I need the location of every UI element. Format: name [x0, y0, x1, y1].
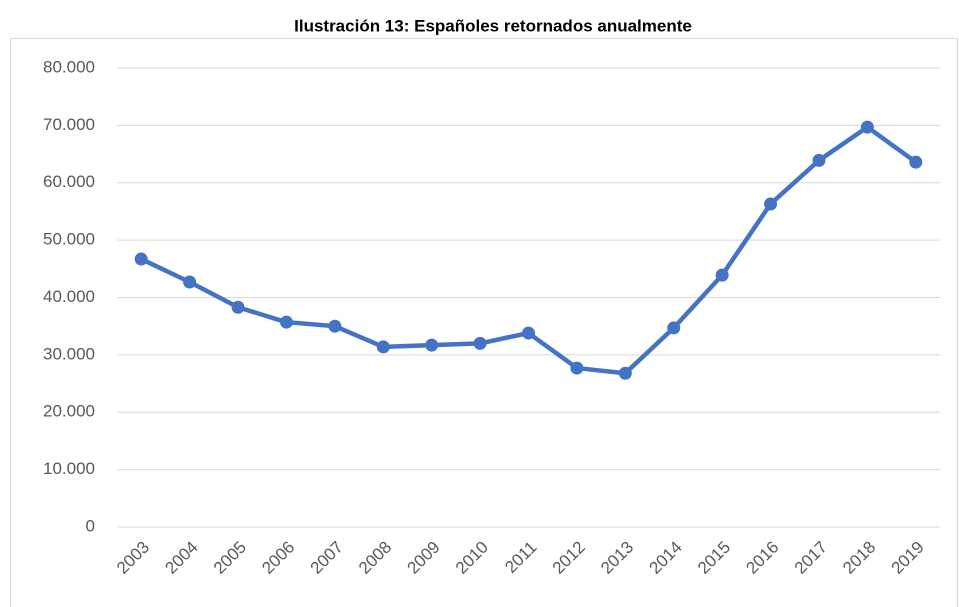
point	[909, 155, 923, 169]
point	[715, 268, 729, 282]
y-tick-label: 10.000	[43, 459, 95, 478]
point	[812, 153, 826, 167]
point	[134, 252, 148, 266]
point	[473, 336, 487, 350]
y-tick-label: 40.000	[43, 287, 95, 306]
y-tick-label: 0	[86, 516, 95, 535]
point	[764, 197, 778, 211]
chart-title: Ilustración 13: Españoles retornados anu…	[294, 16, 692, 35]
point	[279, 315, 293, 329]
point	[522, 326, 535, 340]
point	[667, 321, 681, 335]
point	[425, 338, 439, 352]
y-tick-label: 70.000	[43, 115, 95, 134]
chart-border	[10, 38, 958, 607]
point	[328, 319, 342, 333]
point	[231, 300, 245, 314]
y-tick-label: 80.000	[43, 57, 95, 76]
y-tick-label: 60.000	[43, 172, 95, 191]
point	[860, 120, 874, 134]
y-tick-label: 50.000	[43, 230, 95, 249]
y-tick-label: 20.000	[43, 402, 95, 421]
point	[183, 275, 197, 289]
point	[618, 366, 632, 380]
point	[376, 340, 390, 354]
y-tick-label: 30.000	[43, 344, 95, 363]
point	[570, 361, 584, 375]
